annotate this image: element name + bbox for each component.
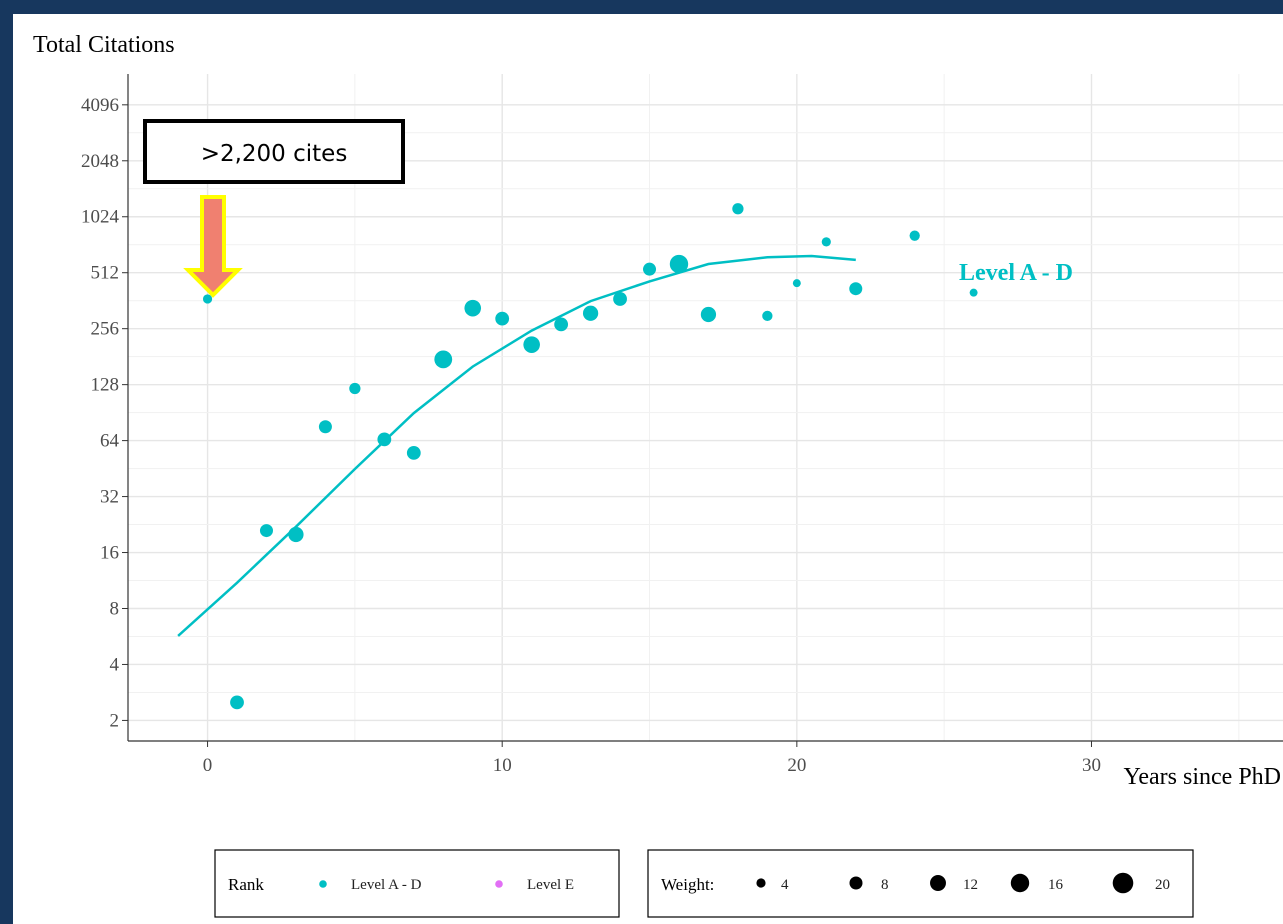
legend-weight-label: 4 [781,877,789,893]
axes: 2 4 8 16 32 64 128 256 512 1024 2048 4096 0 10 20 30 Tot… [33,32,1283,790]
data-point [464,299,482,317]
trend-line [177,254,856,637]
x-tick-label: 10 [493,755,512,776]
y-tick-label: 4096 [81,95,119,116]
data-point [434,350,453,369]
data-point [349,382,361,395]
points-group [202,203,978,710]
callout-box [143,119,405,184]
legend-weight-swatch [756,878,766,888]
data-point [582,305,599,321]
data-point [849,282,863,296]
legend-weight-swatch [930,875,946,891]
y-tick-label: 8 [110,598,120,619]
data-point [700,306,717,323]
data-point [732,203,744,215]
data-point [762,310,773,322]
series-label-level-a-d: Level A - D [959,260,1073,286]
data-point [821,237,831,247]
grid [128,74,1283,741]
data-point [792,279,801,288]
y-tick-label: 512 [91,263,120,284]
legend-rank-swatch [495,880,503,888]
legend-rank-box [214,849,620,918]
down-arrow-icon [183,195,243,298]
y-tick-label: 16 [100,543,119,564]
data-point [318,420,332,434]
y-tick-label: 128 [91,375,120,396]
data-point [230,695,244,710]
data-point [377,432,392,447]
x-tick-label: 30 [1082,755,1101,776]
chart-panel: 2 4 8 16 32 64 128 256 512 1024 2048 4096 0 10 20 30 Tot… [13,14,1283,924]
annotations: Level A - D >2,200 cites [143,119,1073,298]
y-tick-label: 256 [91,319,120,340]
y-tick-label: 32 [100,487,119,508]
x-tick-label: 20 [787,755,806,776]
data-point [669,254,689,274]
data-point [554,317,569,332]
trend-group [177,254,856,637]
data-point [495,311,510,326]
legend-weight-swatch [1010,873,1030,893]
legend-weight-label: 8 [881,877,889,893]
y-tick-label: 64 [100,431,120,452]
y-tick-label: 2048 [81,151,119,172]
data-point [202,294,213,304]
legend: Rank Level A - D Level E Weight: 4 8 12 16 20 [214,849,1194,918]
legend-rank-swatch [319,880,327,888]
legend-rank-title: Rank [228,875,264,894]
data-point [909,230,920,241]
callout-text: >2,200 cites [201,141,348,167]
x-axis-title: Years since PhD [1123,764,1281,790]
y-tick-label: 4 [110,654,120,675]
data-point [969,288,978,297]
y-axis-title: Total Citations [33,32,175,58]
legend-rank-label: Level E [527,877,574,893]
data-point [406,445,421,460]
data-point [259,524,273,538]
data-point [288,526,304,543]
y-tick-label: 2 [110,710,120,731]
legend-rank-label: Level A - D [351,877,422,893]
legend-weight-label: 16 [1048,877,1064,893]
legend-weight-swatch [849,876,863,890]
data-point [613,292,627,306]
legend-weight-swatch [1112,872,1134,894]
legend-weight-label: 12 [963,877,978,893]
legend-weight-label: 20 [1155,877,1170,893]
x-tick-label: 0 [203,755,213,776]
legend-weight-title: Weight: [661,875,714,894]
y-tick-label: 1024 [81,207,120,228]
data-point [643,262,657,276]
data-point [523,336,540,353]
legend-weight-box [647,849,1194,918]
